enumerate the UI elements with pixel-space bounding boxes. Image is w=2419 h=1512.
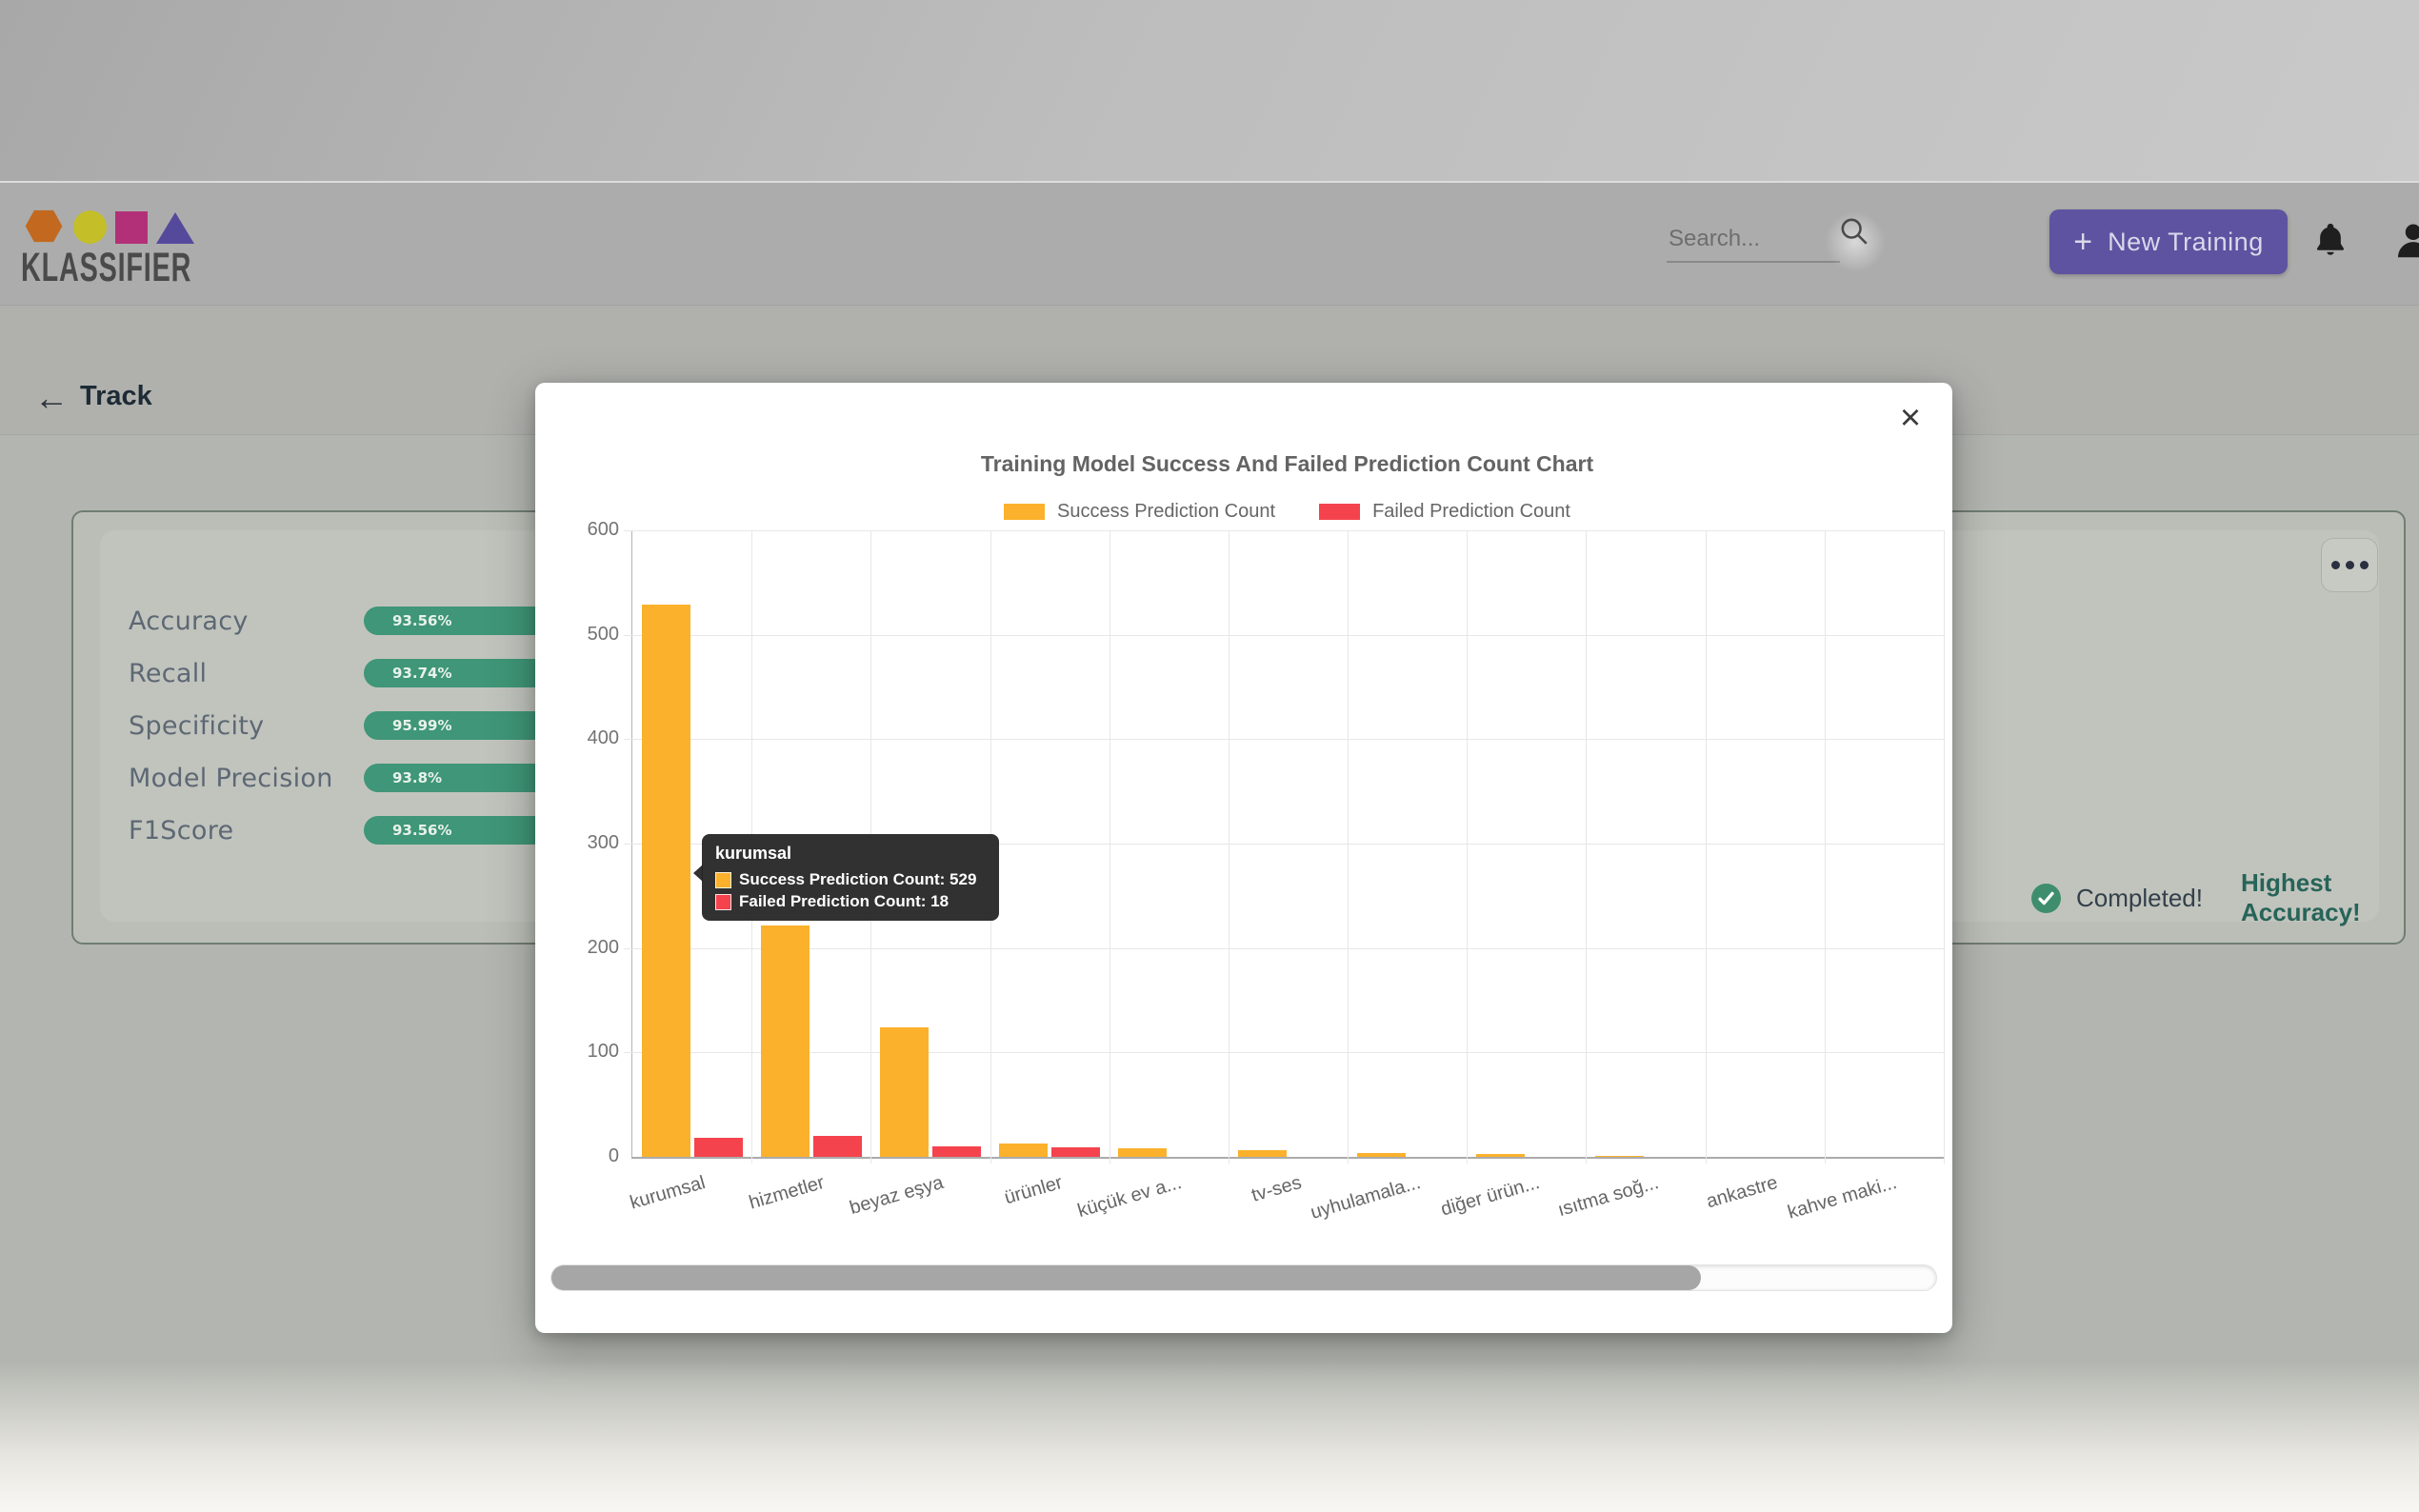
- notifications-bell-icon[interactable]: [2310, 219, 2350, 261]
- brand-logo[interactable]: KLASSIFIER: [21, 208, 194, 289]
- chart-modal: × Training Model Success And Failed Pred…: [535, 383, 1952, 1333]
- bar-failed[interactable]: [812, 1136, 862, 1157]
- back-button[interactable]: ←: [34, 378, 69, 417]
- chart-scrollbar-track[interactable]: [550, 1264, 1937, 1291]
- gridline-vertical: [1467, 530, 1469, 1164]
- bar-success[interactable]: [1237, 1150, 1287, 1157]
- logo-text: KLASSIFIER: [21, 244, 192, 290]
- chart-tooltip: kurumsal Success Prediction Count: 529 Fa…: [693, 834, 999, 921]
- new-training-button[interactable]: + New Training: [2049, 209, 2288, 274]
- tooltip-row: Success Prediction Count: 529: [715, 870, 986, 889]
- logo-hexagon-icon: [25, 209, 63, 243]
- bar-success[interactable]: [760, 925, 810, 1157]
- metric-label: F1Score: [129, 815, 234, 846]
- training-status: Completed! Highest Accuracy!: [2031, 868, 2419, 926]
- user-profile-icon[interactable]: [2390, 219, 2419, 263]
- bar-failed[interactable]: [1051, 1147, 1101, 1157]
- chart-legend: Success Prediction Count Failed Predictio…: [631, 501, 1943, 523]
- bar-failed[interactable]: [693, 1138, 743, 1157]
- plus-icon: +: [2073, 224, 2093, 260]
- bar-success[interactable]: [999, 1143, 1049, 1157]
- modal-close-button[interactable]: ×: [1899, 398, 1922, 438]
- tooltip-label: Success Prediction Count: 529: [739, 870, 977, 888]
- y-axis-label: 600: [587, 519, 619, 540]
- bar-failed[interactable]: [931, 1146, 981, 1157]
- app-header: [0, 183, 2419, 306]
- metric-label: Model Precision: [129, 763, 333, 793]
- gridline-horizontal: [624, 947, 1944, 949]
- bar-success[interactable]: [1595, 1155, 1645, 1157]
- tooltip-swatch-icon: [715, 871, 731, 888]
- bar-success[interactable]: [1118, 1148, 1168, 1157]
- tooltip-caret: [693, 865, 703, 882]
- chart-scrollbar-thumb[interactable]: [551, 1265, 1701, 1290]
- gridline-vertical: [1824, 530, 1826, 1164]
- logo-circle-icon: [73, 210, 107, 244]
- gridline-horizontal: [624, 530, 1944, 531]
- gridline-horizontal: [624, 1052, 1944, 1054]
- y-axis-label: 0: [608, 1145, 619, 1166]
- y-axis-label: 500: [587, 623, 619, 645]
- gridline-horizontal: [624, 739, 1944, 741]
- y-axis-label: 100: [587, 1041, 619, 1063]
- y-axis-label: 300: [587, 832, 619, 853]
- gridline-vertical: [1944, 530, 1945, 1164]
- search-input[interactable]: [1667, 217, 1840, 263]
- legend-swatch-icon: [1004, 504, 1046, 520]
- card-menu-button[interactable]: [2321, 538, 2378, 592]
- legend-item[interactable]: Success Prediction Count: [1004, 501, 1275, 523]
- metric-label: Recall: [129, 658, 208, 688]
- metric-label: Specificity: [129, 710, 265, 741]
- legend-item[interactable]: Failed Prediction Count: [1319, 501, 1570, 523]
- chart-plot: 0 100 200 300 400 500 600 kurumsal hizmetler beya…: [588, 519, 1945, 1224]
- gridline-vertical: [1705, 530, 1707, 1164]
- logo-triangle-icon: [156, 212, 194, 244]
- search-icon[interactable]: [1838, 215, 1870, 248]
- gridline-vertical: [1586, 530, 1588, 1164]
- tooltip-row: Failed Prediction Count: 18: [715, 892, 986, 911]
- tooltip-label: Failed Prediction Count: 18: [739, 892, 950, 910]
- bar-success[interactable]: [1475, 1153, 1525, 1157]
- tooltip-title: kurumsal: [715, 844, 792, 863]
- bar-success[interactable]: [1356, 1152, 1406, 1157]
- completed-check-icon: [2031, 883, 2061, 913]
- page-title: Track: [80, 381, 152, 411]
- logo-shapes: [23, 209, 194, 244]
- gridline-horizontal: [624, 844, 1944, 845]
- gridline-horizontal: [624, 634, 1944, 636]
- bar-success[interactable]: [879, 1027, 929, 1157]
- highest-accuracy-text: Highest Accuracy!: [2240, 868, 2361, 926]
- top-band: [0, 0, 2419, 183]
- metric-label: Accuracy: [129, 606, 249, 636]
- legend-label: Success Prediction Count: [1057, 501, 1276, 522]
- logo-square-icon: [115, 211, 148, 244]
- legend-swatch-icon: [1319, 504, 1361, 520]
- chart-title: Training Model Success And Failed Predic…: [980, 451, 1594, 476]
- gridline-vertical: [1348, 530, 1349, 1164]
- y-axis-label: 400: [587, 727, 619, 749]
- y-axis-label: 200: [587, 936, 619, 958]
- completed-status-text: Completed!: [2076, 883, 2203, 912]
- tooltip-swatch-icon: [715, 893, 731, 910]
- bottom-fade: [0, 1362, 2419, 1512]
- new-training-label: New Training: [2108, 227, 2264, 256]
- search-field-wrap: [1667, 217, 1867, 267]
- ellipsis-icon: [2330, 561, 2340, 569]
- bar-success[interactable]: [641, 604, 690, 1157]
- legend-label: Failed Prediction Count: [1372, 501, 1570, 522]
